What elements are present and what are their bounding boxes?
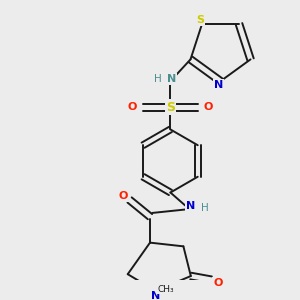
Text: H: H [154, 74, 161, 84]
Text: N: N [167, 74, 176, 84]
Text: S: S [196, 15, 204, 25]
Text: O: O [128, 102, 137, 112]
Text: N: N [186, 201, 196, 211]
Text: H: H [201, 203, 209, 214]
Text: O: O [204, 102, 213, 112]
Text: N: N [151, 292, 160, 300]
Text: N: N [214, 80, 223, 90]
Text: O: O [118, 191, 128, 201]
Text: S: S [166, 101, 175, 114]
Text: O: O [213, 278, 223, 289]
Text: CH₃: CH₃ [157, 284, 174, 293]
